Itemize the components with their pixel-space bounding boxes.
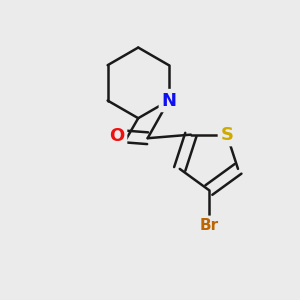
Text: O: O — [110, 127, 124, 145]
Text: N: N — [161, 92, 176, 110]
Text: Br: Br — [199, 218, 218, 233]
Text: S: S — [220, 126, 233, 144]
